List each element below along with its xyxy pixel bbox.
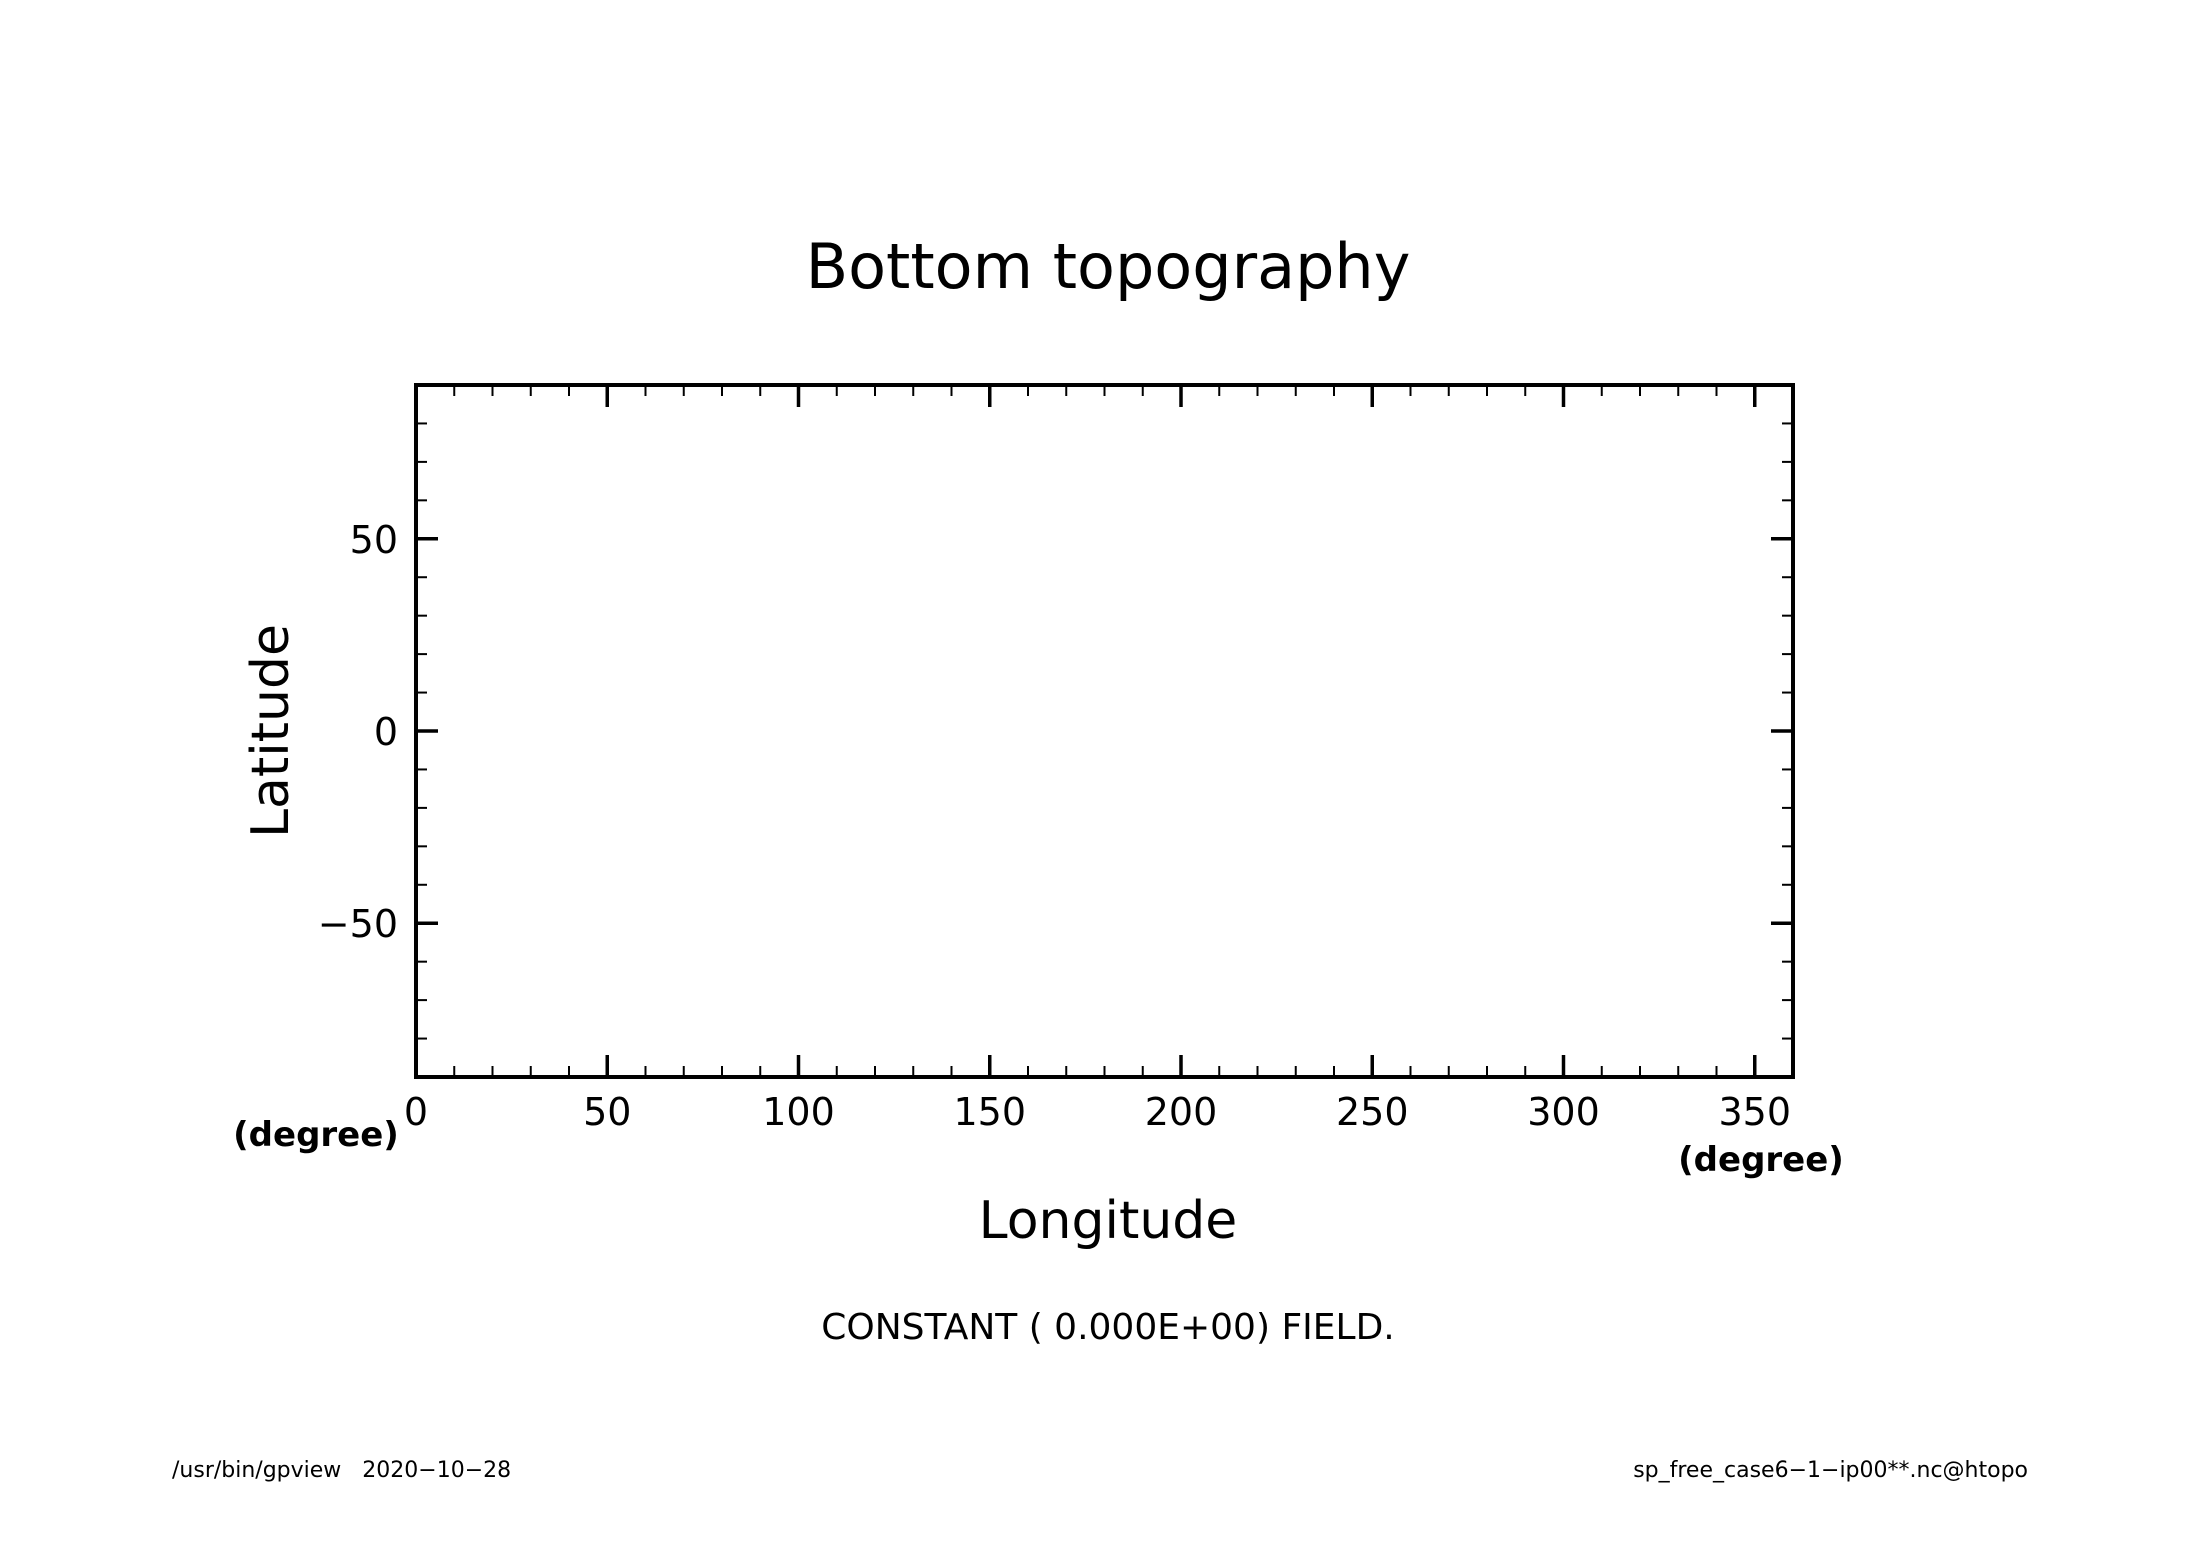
y-axis-title: Latitude [241,624,301,838]
x-tick-label: 0 [404,1090,428,1134]
chart-title: Bottom topography [806,230,1411,303]
footer-data-source: sp_free_case6−1−ip00**.nc@htopo [1633,1458,2028,1483]
y-tick-labels: 50 0 −50 [318,518,398,946]
minor-ticks [416,384,1794,1078]
x-axis-title: Longitude [979,1191,1238,1251]
x-tick-label: 200 [1145,1090,1218,1134]
footer-program-date: /usr/bin/gpview 2020−10−28 [172,1458,512,1483]
y-axis-unit: (degree) [233,1115,399,1155]
plot-frame [414,383,1795,1079]
x-tick-label: 300 [1527,1090,1600,1134]
x-tick-label: 50 [583,1090,631,1134]
x-tick-label: 250 [1336,1090,1409,1134]
x-tick-label: 350 [1718,1090,1791,1134]
x-tick-label: 150 [953,1090,1026,1134]
y-tick-label: −50 [318,902,398,946]
x-axis-unit: (degree) [1678,1140,1844,1180]
x-tick-labels: 0 50 100 150 200 250 300 350 [404,1090,1791,1134]
y-tick-label: 50 [350,518,398,562]
y-tick-label: 0 [374,710,398,754]
major-ticks [414,385,1793,1077]
x-tick-label: 100 [762,1090,835,1134]
field-annotation: CONSTANT ( 0.000E+00) FIELD. [821,1307,1395,1348]
